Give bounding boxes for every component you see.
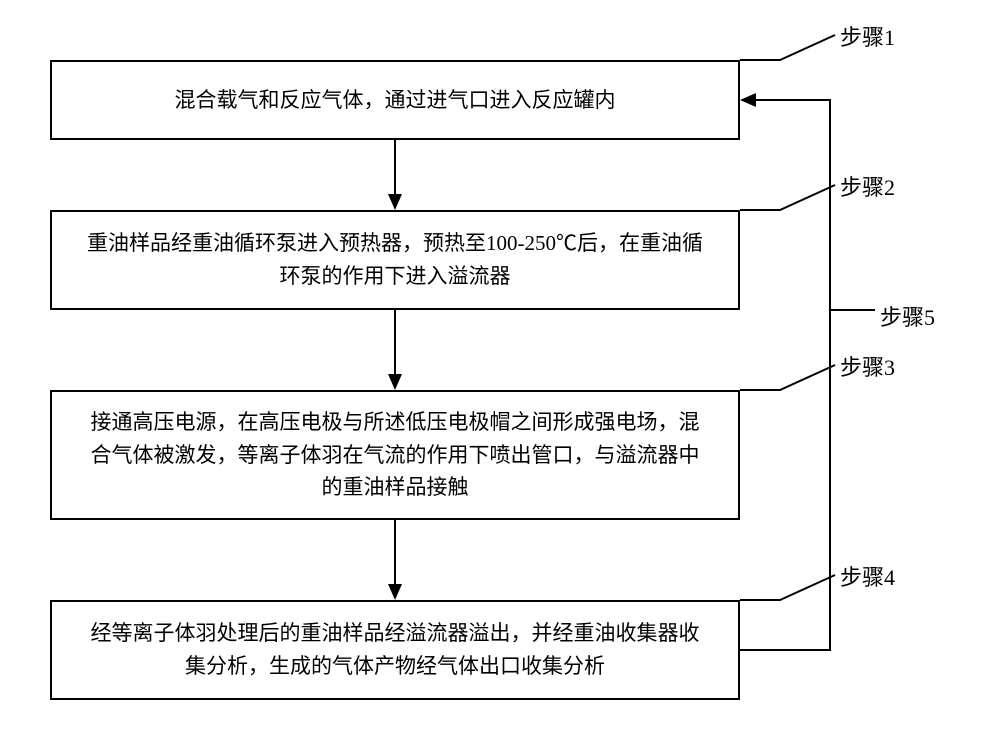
step-3-box: 接通高压电源，在高压电极与所述低压电极帽之间形成强电场，混合气体被激发，等离子体… [50, 390, 740, 520]
step-5-label: 步骤5 [880, 300, 935, 332]
step-2-box: 重油样品经重油循环泵进入预热器，预热至100-250℃后，在重油循环泵的作用下进… [50, 210, 740, 310]
flowchart-diagram: 混合载气和反应气体，通过进气口进入反应罐内 重油样品经重油循环泵进入预热器，预热… [40, 20, 960, 720]
step-1-text: 混合载气和反应气体，通过进气口进入反应罐内 [175, 84, 616, 117]
step-1-label: 步骤1 [840, 20, 895, 52]
step-2-label: 步骤2 [840, 170, 895, 202]
step-4-label: 步骤4 [840, 560, 895, 592]
step-3-label: 步骤3 [840, 350, 895, 382]
step-4-box: 经等离子体羽处理后的重油样品经溢流器溢出，并经重油收集器收集分析，生成的气体产物… [50, 600, 740, 700]
step-2-text: 重油样品经重油循环泵进入预热器，预热至100-250℃后，在重油循环泵的作用下进… [82, 227, 708, 292]
step-1-box: 混合载气和反应气体，通过进气口进入反应罐内 [50, 60, 740, 140]
step-4-text: 经等离子体羽处理后的重油样品经溢流器溢出，并经重油收集器收集分析，生成的气体产物… [82, 617, 708, 682]
step-3-text: 接通高压电源，在高压电极与所述低压电极帽之间形成强电场，混合气体被激发，等离子体… [82, 406, 708, 504]
